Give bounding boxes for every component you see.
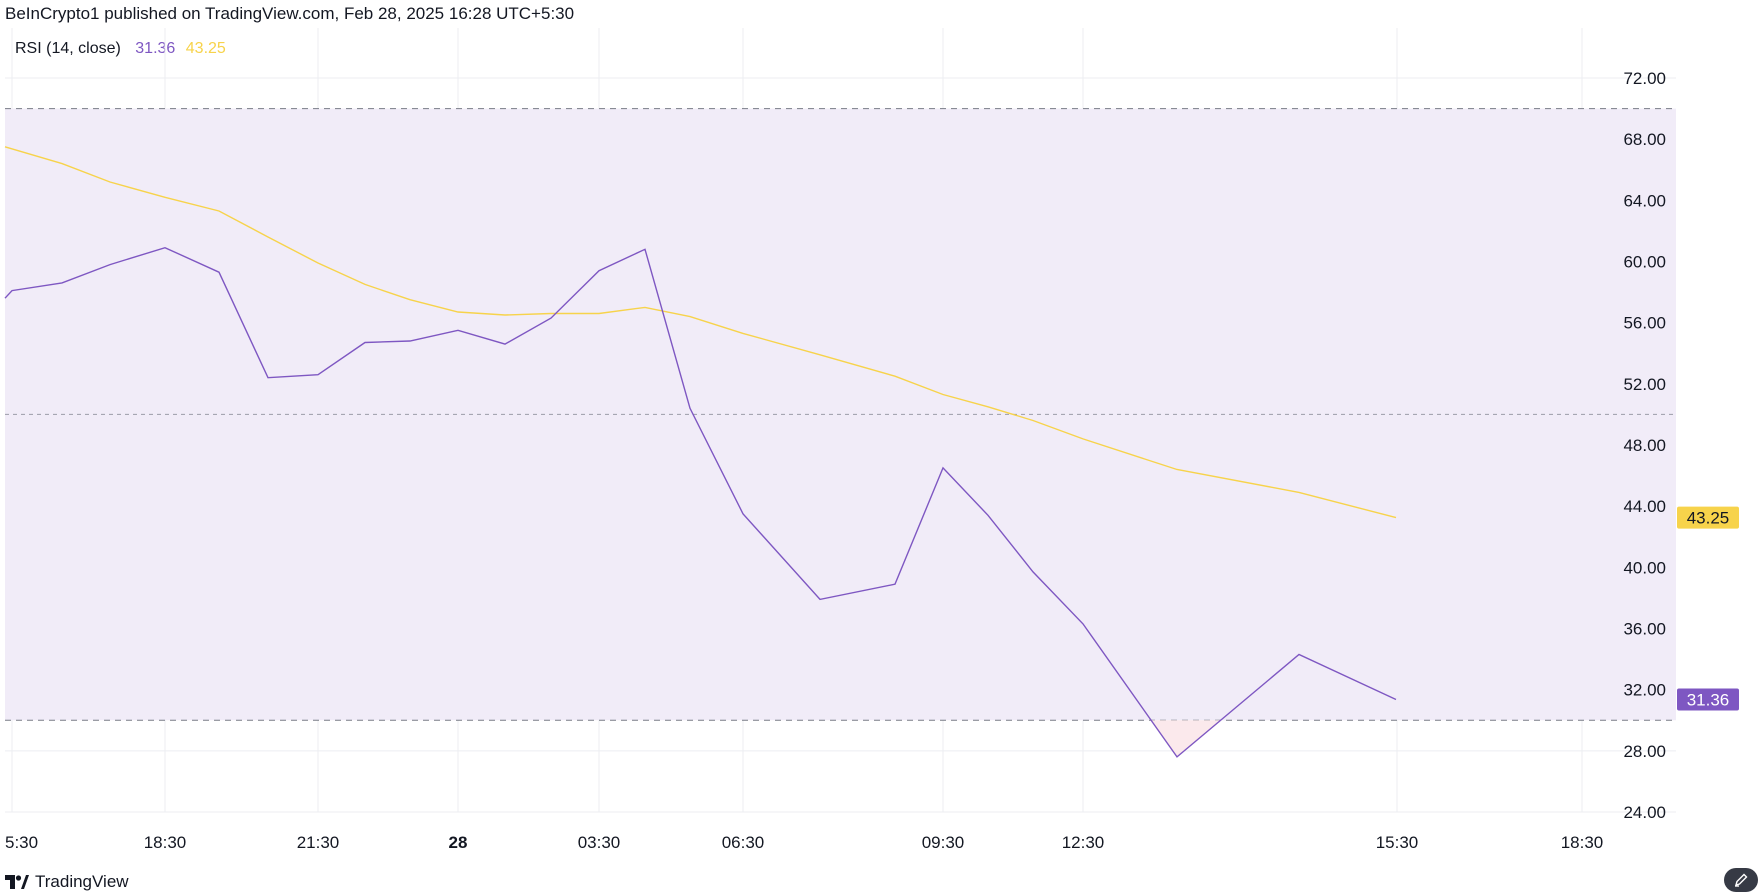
- y-tick-label: 68.00: [1623, 130, 1666, 149]
- y-tick-label: 28.00: [1623, 742, 1666, 761]
- y-tick-label: 48.00: [1623, 436, 1666, 455]
- y-tick-label: 40.00: [1623, 558, 1666, 577]
- y-tick-label: 64.00: [1623, 191, 1666, 210]
- x-tick-label: 5:30: [5, 833, 38, 852]
- legend-ma-value: 43.25: [185, 40, 226, 57]
- price-tag-bg: [1677, 506, 1739, 529]
- x-tick-label: 06:30: [722, 833, 765, 852]
- y-tick-label: 56.00: [1623, 314, 1666, 333]
- x-tick-label: 12:30: [1062, 833, 1105, 852]
- indicator-name[interactable]: RSI (14, close): [15, 40, 121, 57]
- price-tag-bg: [1677, 688, 1739, 711]
- publish-line: BeInCrypto1 published on TradingView.com…: [5, 4, 575, 23]
- rsi-band-lines: [5, 108, 1676, 721]
- y-tick-label: 24.00: [1623, 803, 1666, 822]
- x-tick-label: 03:30: [578, 833, 621, 852]
- brand-label: TradingView: [35, 872, 129, 891]
- tradingview-brand[interactable]: TradingView: [5, 872, 129, 892]
- y-tick-label: 60.00: [1623, 253, 1666, 272]
- tradingview-logo-icon: [5, 875, 29, 889]
- y-tick-label: 44.00: [1623, 497, 1666, 516]
- pencil-icon: [1734, 873, 1748, 887]
- x-tick-label: 28: [449, 833, 468, 852]
- price-tags: 43.25 31.36: [1677, 506, 1739, 711]
- x-axis[interactable]: 5:30 18:30 21:30 28 03:30 06:30 09:30 12:30 15:3…: [5, 833, 1603, 852]
- y-tick-label: 36.00: [1623, 620, 1666, 639]
- x-tick-label: 09:30: [922, 833, 965, 852]
- rsi-chart[interactable]: 24.00 28.00 32.00 36.00 40.00 44.00 48.00 52.00…: [0, 0, 1760, 862]
- x-tick-label: 18:30: [144, 833, 187, 852]
- snapshot-button[interactable]: [1724, 868, 1758, 892]
- y-tick-label: 52.00: [1623, 375, 1666, 394]
- rsi-line: [4, 246, 1397, 758]
- x-tick-label: 21:30: [297, 833, 340, 852]
- y-tick-label: 32.00: [1623, 681, 1666, 700]
- price-tag-label: 31.36: [1687, 690, 1730, 709]
- x-tick-label: 15:30: [1376, 833, 1419, 852]
- x-tick-label: 18:30: [1561, 833, 1604, 852]
- price-tag-label: 43.25: [1687, 509, 1730, 528]
- ma-line: [4, 146, 1397, 519]
- oversold-fill: [1151, 720, 1221, 757]
- y-tick-label: 72.00: [1623, 69, 1666, 88]
- y-axis[interactable]: 24.00 28.00 32.00 36.00 40.00 44.00 48.00 52.00…: [1623, 69, 1666, 822]
- series-lines: [4, 146, 1397, 758]
